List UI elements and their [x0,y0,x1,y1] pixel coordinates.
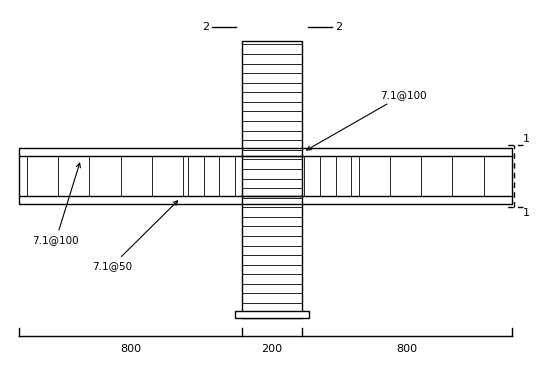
Text: 200: 200 [262,344,282,354]
Text: 7.1@100: 7.1@100 [307,90,426,150]
Bar [236,311,308,318]
Text: 1: 1 [523,208,530,218]
Text: 800: 800 [120,344,141,354]
Bar [19,148,511,203]
Bar [19,148,511,203]
Text: 7.1@50: 7.1@50 [91,201,177,271]
Text: 800: 800 [397,344,417,354]
Text: 7.1@100: 7.1@100 [33,163,81,245]
Text: 2: 2 [335,22,342,32]
Text: 1: 1 [523,134,530,144]
Bar [242,42,302,318]
Text: 2: 2 [202,22,209,32]
Bar [242,42,302,318]
